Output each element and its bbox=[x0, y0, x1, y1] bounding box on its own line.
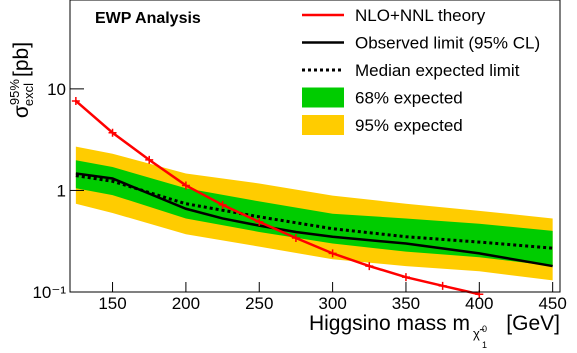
plot-area bbox=[71, 96, 553, 299]
y-label-sup: 95% bbox=[7, 79, 22, 105]
marker bbox=[145, 155, 154, 164]
line bbox=[75, 100, 480, 296]
legend-label: 68% expected bbox=[355, 89, 463, 108]
x-label-unit: [GeV] bbox=[506, 312, 560, 335]
legend-swatch bbox=[302, 115, 344, 135]
x-tick-label: 450 bbox=[538, 294, 566, 313]
y-label-sub: excl bbox=[21, 83, 36, 106]
legend-label: 95% expected bbox=[355, 116, 463, 135]
x-tick-label: 250 bbox=[245, 294, 273, 313]
x-tick-label: 150 bbox=[98, 294, 126, 313]
annotation: EWP Analysis bbox=[95, 10, 201, 27]
line bbox=[75, 174, 553, 250]
marker bbox=[218, 200, 227, 209]
y-tick-label: 10 bbox=[47, 80, 66, 99]
y-axis-label: σ95%excl [pb] bbox=[7, 42, 36, 118]
x-tick-label: 350 bbox=[392, 294, 420, 313]
legend: NLO+NNL theory Observed limit (95% CL) Med… bbox=[302, 6, 540, 135]
marker bbox=[255, 217, 264, 226]
x-tick-label: 200 bbox=[172, 294, 200, 313]
y-label-symbol: σ bbox=[10, 105, 33, 118]
frame bbox=[69, 0, 561, 293]
legend-label: Observed limit (95% CL) bbox=[355, 34, 540, 53]
x-axis-label: Higgsino mass m bbox=[309, 312, 470, 335]
x-label-sub-sub: 1 bbox=[482, 340, 487, 350]
y-tick-label: 1 bbox=[57, 181, 66, 200]
marker bbox=[71, 96, 80, 105]
legend-swatch bbox=[302, 87, 344, 108]
legend-label: NLO+NNL theory bbox=[355, 6, 486, 25]
marker bbox=[365, 262, 374, 271]
band bbox=[75, 160, 553, 267]
marker bbox=[438, 281, 447, 290]
x-label-sub: χ̃ bbox=[473, 326, 485, 341]
x-tick-label: 300 bbox=[318, 294, 346, 313]
x-label-sub-sup: 0 bbox=[482, 324, 487, 334]
x-tick-label: 400 bbox=[465, 294, 493, 313]
marker bbox=[291, 234, 300, 243]
marker bbox=[328, 249, 337, 258]
marker bbox=[181, 181, 190, 190]
y-label-unit: [pb] bbox=[10, 42, 33, 77]
legend-label: Median expected limit bbox=[355, 61, 520, 80]
y-tick-label: 10⁻¹ bbox=[32, 283, 66, 302]
marker bbox=[401, 273, 410, 282]
marker bbox=[108, 128, 117, 137]
